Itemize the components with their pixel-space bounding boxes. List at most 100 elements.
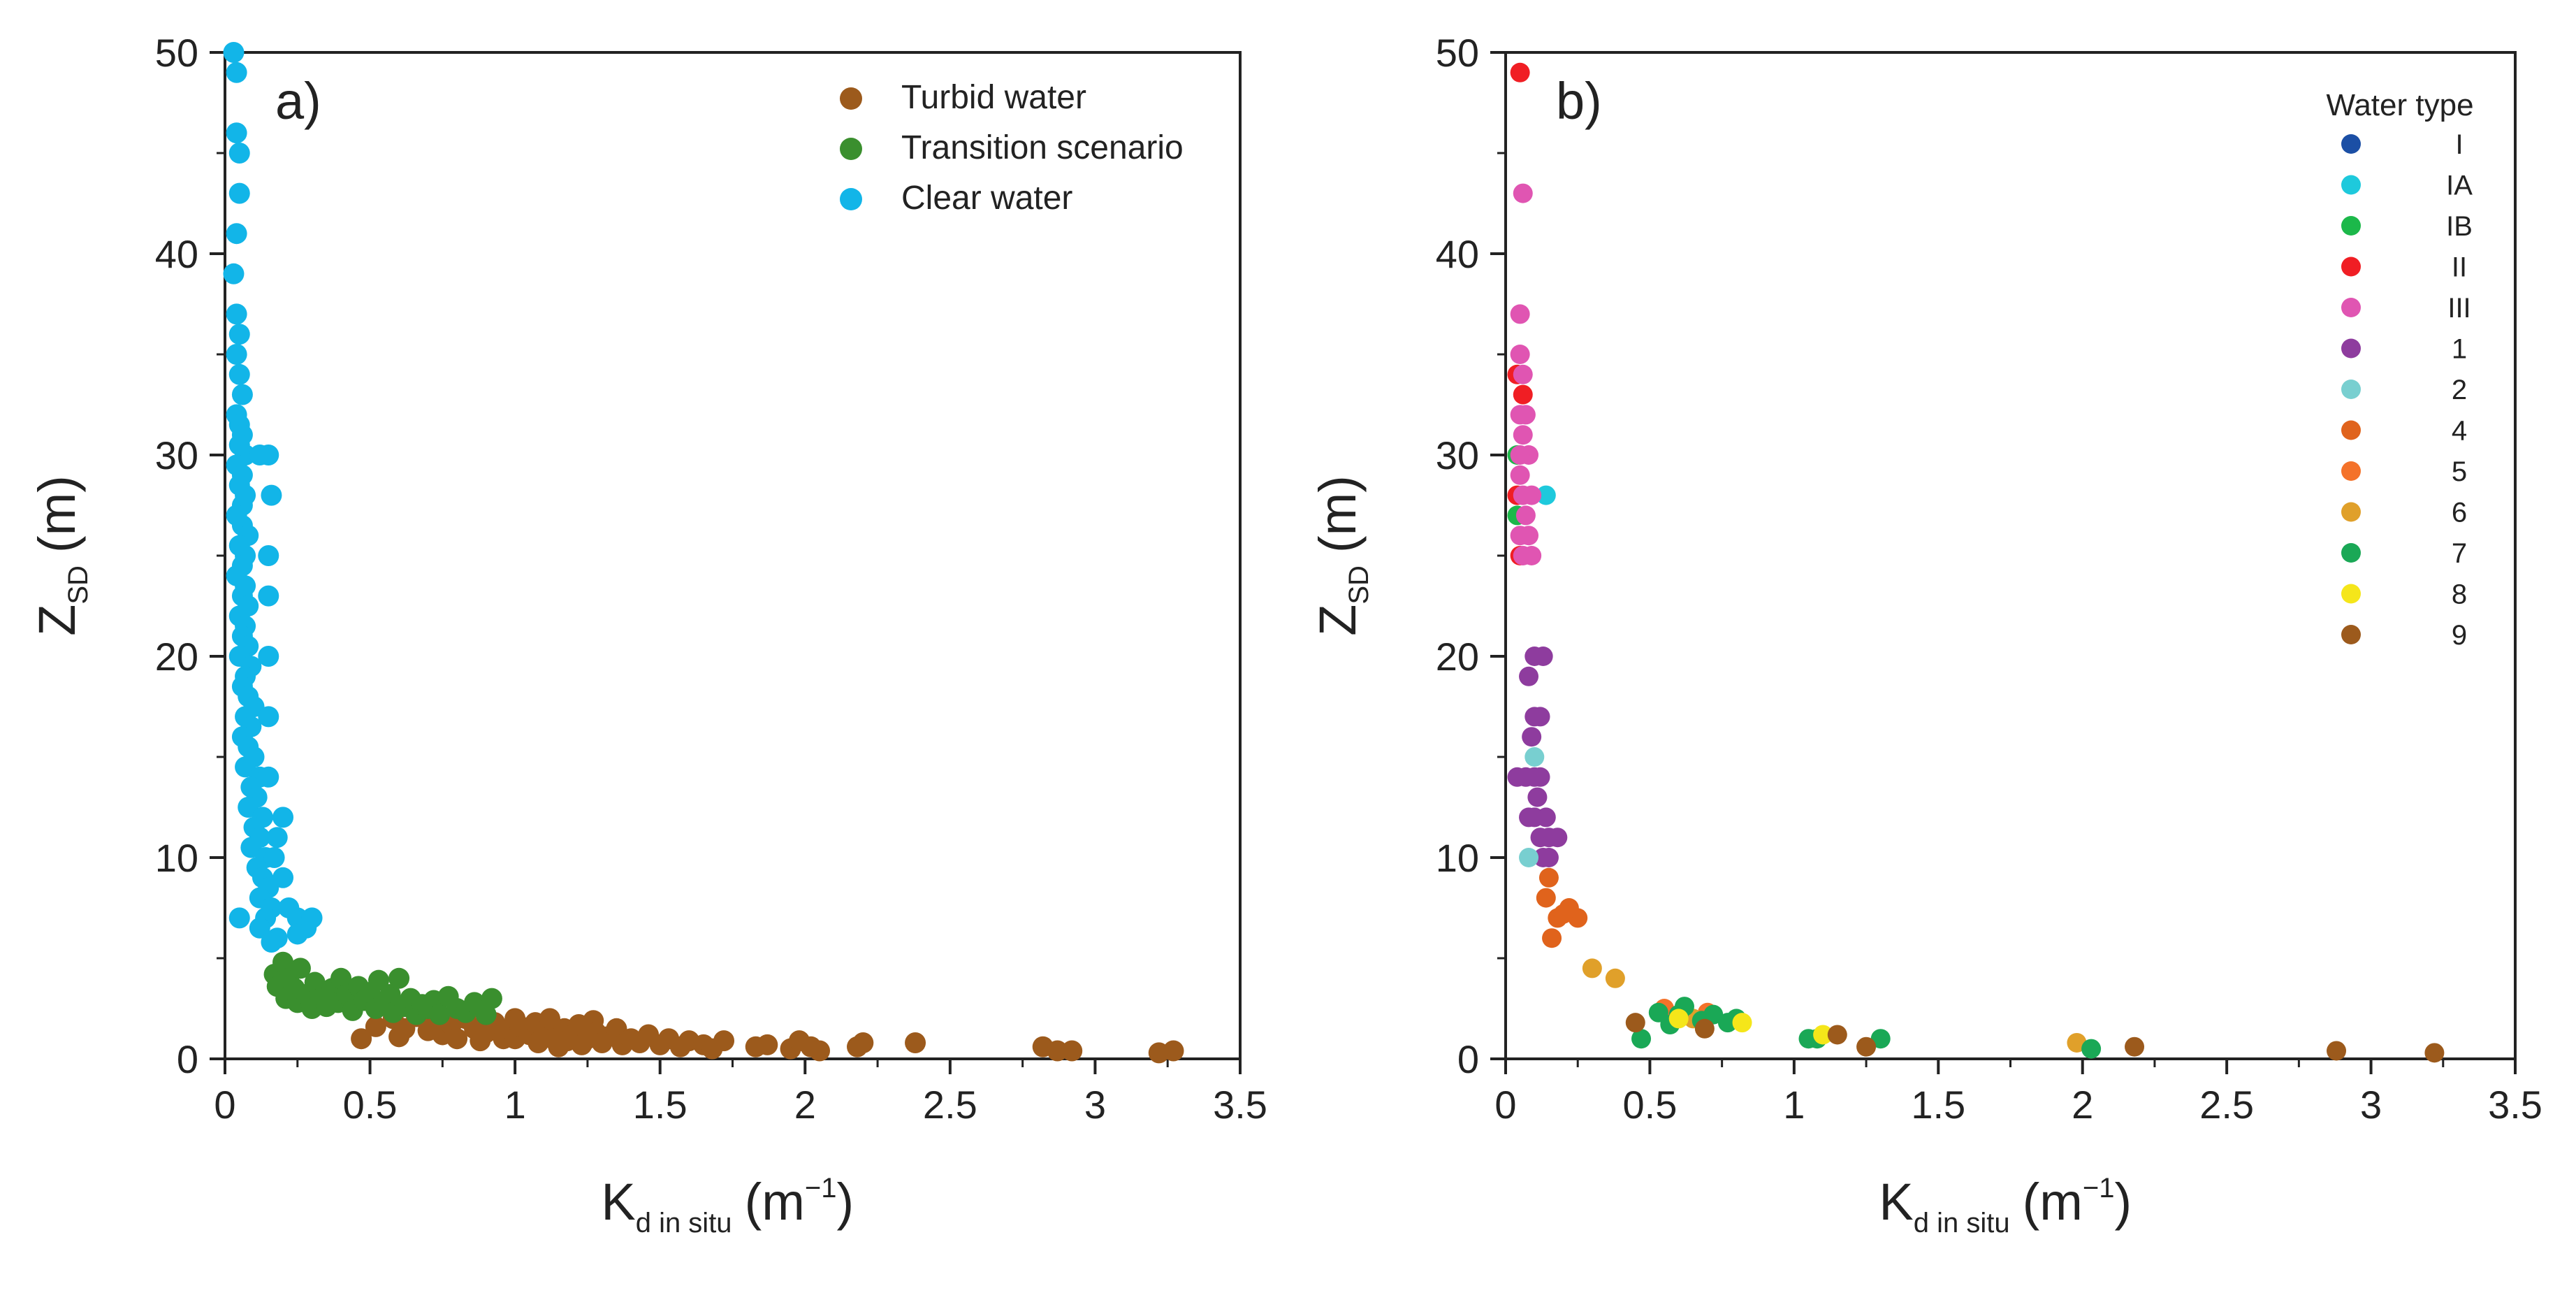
legend-entry-label: Clear water — [901, 180, 1072, 217]
data-point-b-5 — [1530, 767, 1550, 787]
x-tick-label: 1.5 — [633, 1083, 687, 1127]
legend-entry-label: 4 — [2452, 416, 2467, 447]
y-tick-label: 50 — [1436, 31, 1479, 75]
data-point-a-2 — [226, 344, 247, 365]
data-point-a-2 — [258, 585, 279, 607]
data-point-b-12 — [2327, 1041, 2347, 1061]
data-point-b-10 — [1648, 1002, 1668, 1023]
x-axis-title: Kd in situ (m−1) — [1879, 1173, 2132, 1238]
data-point-b-11 — [1668, 1009, 1689, 1029]
y-tick-label: 20 — [155, 635, 198, 679]
y-axis-title-unit: (m) — [28, 475, 86, 553]
data-point-b-12 — [1625, 1013, 1645, 1033]
data-point-a-0 — [446, 1028, 468, 1050]
data-point-a-0 — [852, 1032, 874, 1053]
data-point-b-11 — [1813, 1025, 1833, 1045]
y-axis-title-sub: SD — [1344, 565, 1374, 605]
panel-b: 0 0.5 1 1.5 2 2.5 3 3.5 0 10 20 30 40 50 Kd in situ (m−… — [1309, 31, 2542, 1238]
data-point-a-0 — [809, 1040, 831, 1062]
data-point-b-4 — [1522, 485, 1542, 505]
data-point-b-5 — [1527, 787, 1548, 807]
y-tick-label: 10 — [1436, 836, 1479, 880]
data-point-a-2 — [272, 807, 294, 828]
x-axis-title-unit: (m — [2023, 1173, 2083, 1231]
data-point-a-2 — [226, 122, 247, 144]
legend-entry-label: 1 — [2452, 334, 2467, 365]
x-axis-title-main: K — [601, 1173, 635, 1231]
x-tick-label: 1 — [1783, 1083, 1805, 1127]
data-point-a-0 — [1061, 1040, 1083, 1062]
plot-frame — [224, 51, 1242, 1060]
data-point-b-10 — [1870, 1029, 1891, 1049]
data-point-a-2 — [228, 143, 250, 164]
x-axis-title-sup: −1 — [805, 1173, 837, 1204]
legend-entry-label: 5 — [2452, 456, 2467, 487]
data-point-b-4 — [1519, 526, 1539, 546]
data-point-a-2 — [228, 363, 250, 385]
legend-entry-label: I — [2455, 129, 2463, 160]
data-point-a-1 — [379, 983, 401, 1005]
data-point-a-2 — [226, 223, 247, 245]
data-point-a-0 — [905, 1032, 926, 1053]
legend-marker — [840, 87, 862, 110]
y-tick-label: 0 — [1457, 1037, 1479, 1081]
y-tick-label: 40 — [1436, 232, 1479, 276]
legend-entry-label: 2 — [2452, 375, 2467, 405]
legend-title: Water type — [2326, 88, 2473, 122]
legend-entry-label: 8 — [2452, 579, 2467, 610]
data-point-a-2 — [266, 827, 288, 848]
data-point-a-2 — [286, 923, 308, 945]
data-point-b-7 — [1536, 888, 1556, 908]
data-point-b-3 — [1513, 384, 1533, 405]
legend-marker — [2341, 257, 2361, 277]
data-point-a-2 — [261, 484, 282, 506]
x-axis-title-unit: (m — [745, 1173, 805, 1231]
x-axis-title-sup: −1 — [2083, 1173, 2115, 1204]
data-point-b-5 — [1533, 646, 1553, 666]
y-axis-title-unit: (m) — [1309, 475, 1367, 553]
data-point-a-0 — [713, 1030, 735, 1052]
legend-entry-label: IB — [2446, 211, 2473, 242]
legend-entry-label: III — [2447, 293, 2471, 324]
x-axis-title-sub: d in situ — [636, 1208, 732, 1238]
x-tick-label: 0 — [214, 1083, 235, 1127]
data-point-b-4 — [1515, 505, 1536, 526]
data-point-b-4 — [1510, 445, 1530, 465]
y-tick-label: 30 — [155, 433, 198, 477]
legend-marker — [2341, 584, 2361, 604]
legend-marker — [2341, 461, 2361, 481]
data-point-b-4 — [1510, 465, 1530, 485]
data-point-b-4 — [1510, 345, 1530, 364]
data-point-b-7 — [1553, 904, 1573, 924]
x-axis-title-close: ) — [836, 1173, 854, 1231]
data-point-a-1 — [388, 967, 410, 989]
data-point-b-10 — [1703, 1004, 1724, 1025]
legend-marker — [2341, 338, 2361, 359]
data-point-a-1 — [481, 988, 502, 1009]
data-point-b-5 — [1522, 727, 1542, 747]
legend-marker — [2341, 543, 2361, 563]
x-axis-title-close: ) — [2115, 1173, 2132, 1231]
panel-a: 0 0.5 1 1.5 2 2.5 3 3.5 0 10 20 30 40 50 Kd in situ (m−… — [28, 31, 1267, 1238]
data-point-b-1 — [1536, 485, 1556, 505]
x-tick-label: 2.5 — [923, 1083, 977, 1127]
data-point-a-2 — [223, 263, 245, 284]
data-point-b-5 — [1538, 848, 1559, 867]
x-tick-label: 3.5 — [1213, 1083, 1267, 1127]
data-point-a-0 — [757, 1034, 778, 1055]
data-point-a-2 — [258, 766, 279, 788]
data-point-a-1 — [304, 971, 326, 993]
legend-entry-label: 6 — [2452, 498, 2467, 528]
legend-marker — [2341, 380, 2361, 399]
y-tick-label: 30 — [1436, 433, 1479, 477]
legend-marker — [840, 188, 862, 210]
y-tick-label: 20 — [1436, 635, 1479, 679]
data-point-a-0 — [365, 1016, 386, 1037]
data-point-a-2 — [258, 545, 279, 566]
data-point-a-1 — [289, 958, 311, 979]
x-tick-label: 3 — [1084, 1083, 1106, 1127]
data-point-b-4 — [1522, 546, 1542, 565]
data-point-a-1 — [429, 1004, 451, 1025]
data-point-b-5 — [1530, 707, 1550, 727]
y-axis-title-sub: SD — [63, 565, 94, 605]
